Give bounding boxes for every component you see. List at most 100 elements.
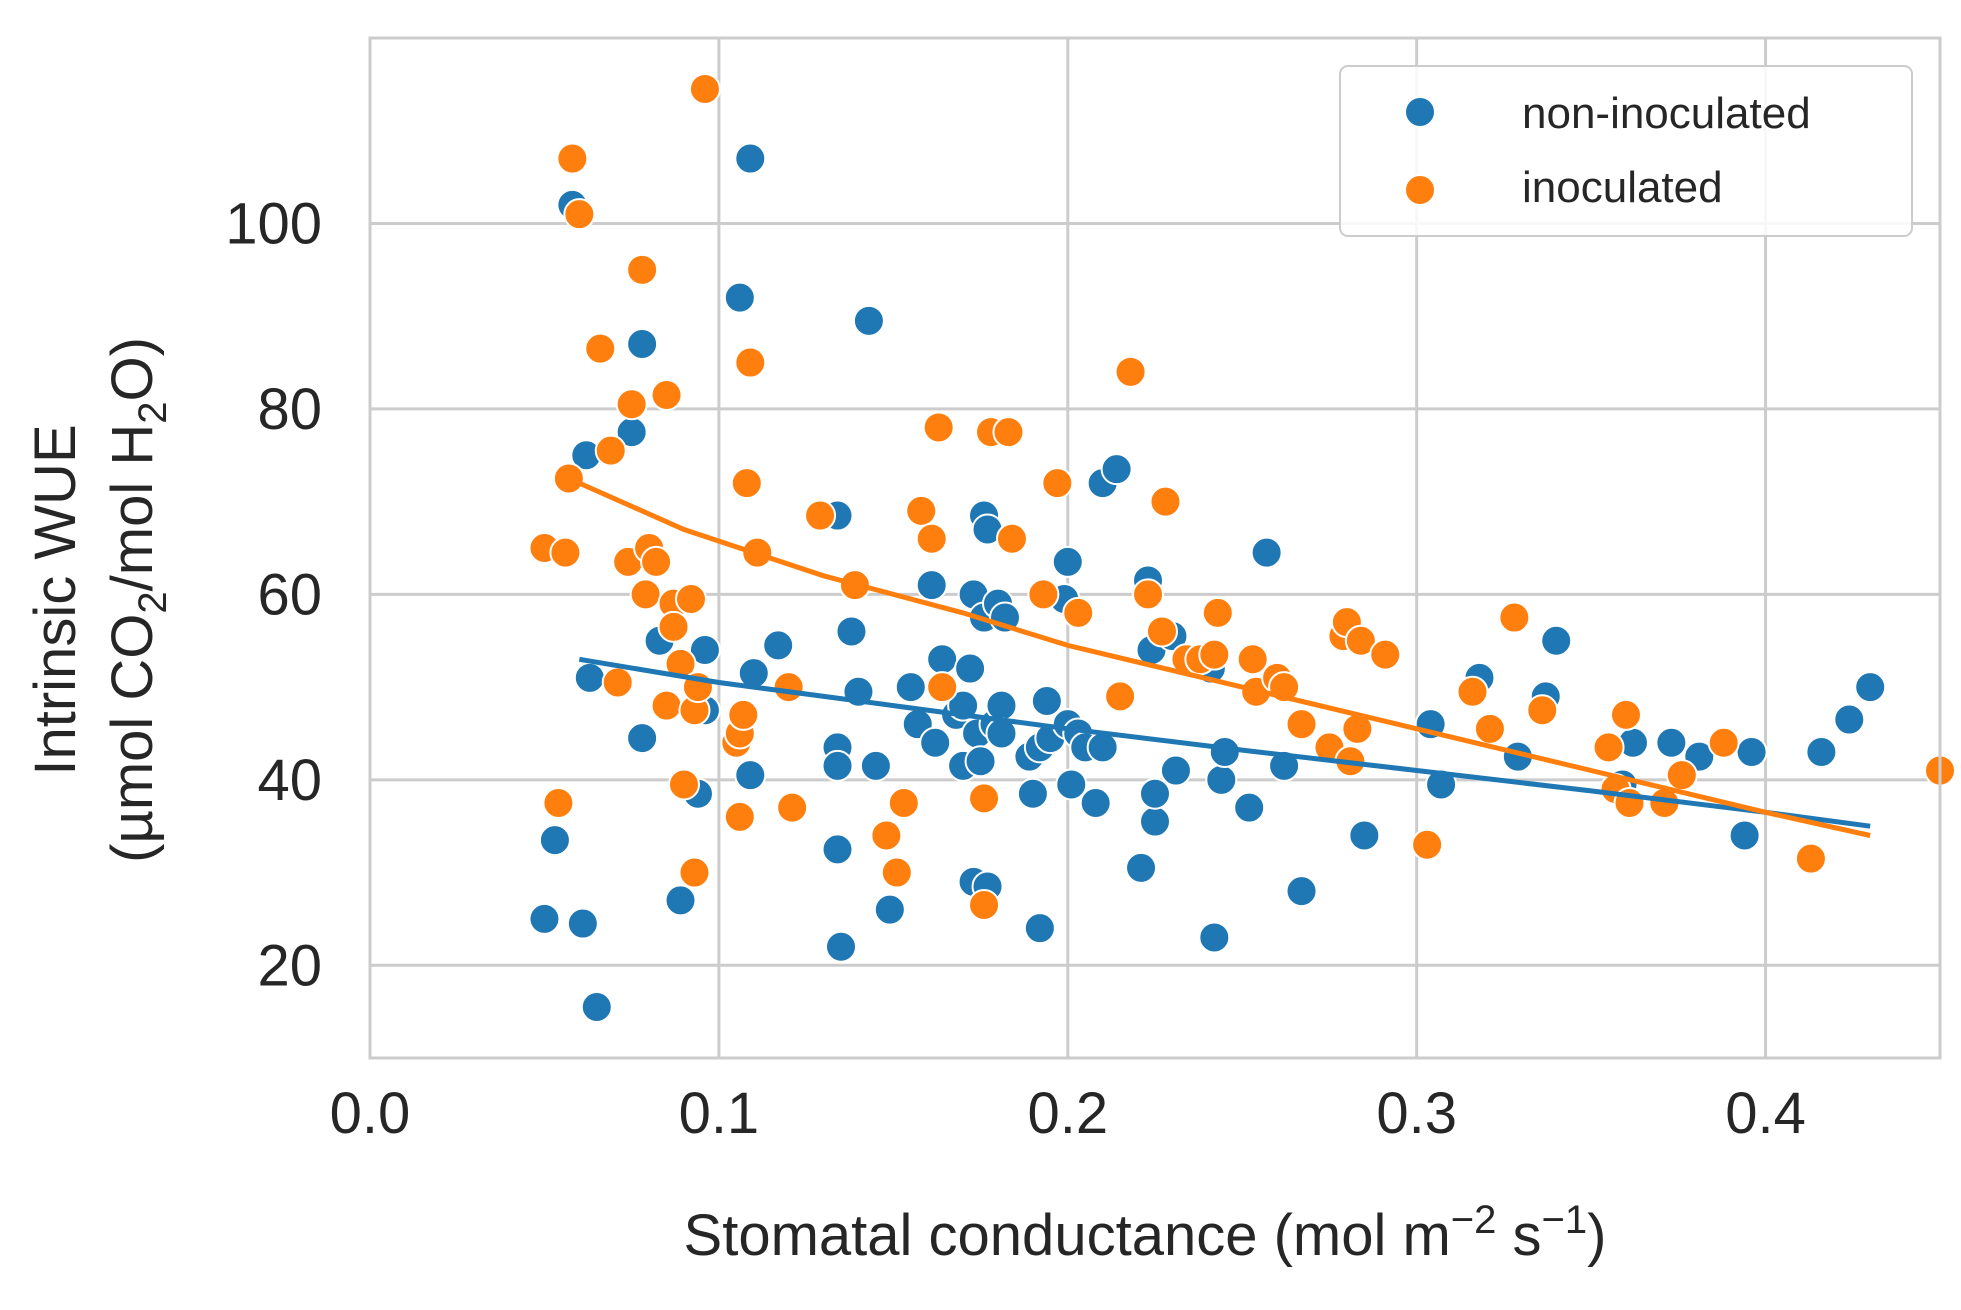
point-non-inoculated — [1233, 791, 1266, 824]
point-non-inoculated — [859, 749, 892, 782]
point-non-inoculated — [1805, 736, 1838, 768]
point-inoculated — [870, 819, 903, 852]
point-inoculated — [1592, 731, 1625, 764]
point-inoculated — [1498, 601, 1531, 634]
point-inoculated — [678, 856, 711, 889]
point-inoculated — [657, 610, 690, 643]
point-non-inoculated — [566, 907, 599, 940]
point-inoculated — [995, 522, 1028, 555]
point-non-inoculated — [538, 824, 571, 857]
point-non-inoculated — [734, 142, 767, 175]
point-inoculated — [668, 768, 700, 801]
point-non-inoculated — [1735, 736, 1768, 768]
point-inoculated — [594, 434, 627, 467]
point-non-inoculated — [894, 671, 927, 704]
point-non-inoculated — [821, 749, 854, 782]
point-inoculated — [804, 499, 837, 532]
x-axis-label: Stomatal conductance (mol m−2 s−1) — [684, 1198, 1607, 1268]
point-non-inoculated — [821, 833, 854, 866]
point-inoculated — [772, 671, 805, 704]
point-inoculated — [1145, 615, 1178, 648]
point-inoculated — [1369, 638, 1402, 671]
point-inoculated — [1201, 596, 1234, 629]
point-non-inoculated — [1159, 754, 1192, 787]
point-inoculated — [776, 791, 809, 824]
point-non-inoculated — [1268, 749, 1301, 782]
point-non-inoculated — [1079, 787, 1112, 819]
trend-lines — [578, 480, 1871, 838]
point-non-inoculated — [1833, 703, 1866, 736]
point-inoculated — [664, 647, 697, 680]
point-non-inoculated — [1655, 726, 1688, 759]
point-non-inoculated — [723, 281, 756, 314]
point-inoculated — [601, 666, 634, 699]
point-non-inoculated — [1348, 819, 1381, 852]
y-tick-label: 20 — [257, 933, 322, 998]
legend: non-inoculated inoculated — [1339, 65, 1913, 237]
point-non-inoculated — [1540, 624, 1573, 657]
point-inoculated — [584, 332, 617, 365]
point-non-inoculated — [1198, 921, 1231, 954]
legend-label-non-inoculated: non-inoculated — [1522, 89, 1811, 138]
point-non-inoculated — [919, 726, 952, 759]
point-inoculated — [968, 889, 1001, 921]
point-non-inoculated — [1100, 453, 1133, 486]
point-non-inoculated — [915, 569, 948, 602]
point-inoculated — [615, 388, 648, 421]
point-inoculated — [650, 689, 683, 722]
point-non-inoculated — [573, 661, 606, 694]
point-non-inoculated — [1208, 736, 1241, 768]
point-inoculated — [1456, 675, 1489, 708]
point-inoculated — [730, 467, 763, 500]
point-inoculated — [552, 462, 585, 495]
point-inoculated — [556, 142, 589, 175]
point-non-inoculated — [1051, 545, 1084, 578]
legend-box — [1339, 65, 1913, 237]
x-tick-label: 0.2 — [1027, 1081, 1108, 1146]
point-non-inoculated — [626, 722, 659, 755]
point-inoculated — [1062, 596, 1095, 629]
y-axis-label: Intrinsic WUE (µmol CO2/mol H2O) — [23, 337, 175, 863]
point-non-inoculated — [825, 930, 857, 963]
point-inoculated — [968, 782, 1001, 815]
x-tick-labels: 0.0 0.1 0.2 0.3 0.4 — [330, 1081, 1806, 1146]
point-inoculated — [626, 253, 659, 286]
point-inoculated — [887, 787, 920, 819]
legend-marker-inoculated — [1404, 174, 1436, 206]
point-inoculated — [1027, 578, 1060, 611]
legend-label-inoculated: inoculated — [1522, 163, 1723, 212]
point-non-inoculated — [664, 884, 697, 917]
y-tick-label: 100 — [225, 191, 322, 256]
point-non-inoculated — [852, 304, 885, 337]
point-inoculated — [1149, 485, 1182, 518]
point-inoculated — [1707, 726, 1740, 759]
point-inoculated — [1236, 643, 1269, 676]
point-inoculated — [1473, 712, 1506, 745]
point-non-inoculated — [580, 991, 613, 1023]
trend-line-inoculated — [578, 480, 1871, 838]
point-inoculated — [992, 416, 1025, 449]
point-inoculated — [674, 583, 707, 615]
point-inoculated — [549, 536, 582, 569]
point-inoculated — [1526, 694, 1559, 727]
point-inoculated — [640, 545, 673, 578]
point-inoculated — [1114, 355, 1147, 388]
point-non-inoculated — [762, 629, 795, 662]
point-non-inoculated — [1055, 768, 1088, 801]
plot-frame — [368, 36, 1942, 1060]
point-non-inoculated — [1250, 536, 1283, 569]
y-tick-labels: 20 40 60 80 100 — [225, 191, 322, 998]
point-non-inoculated — [1016, 777, 1049, 810]
point-non-inoculated — [734, 759, 767, 792]
point-non-inoculated — [1205, 763, 1238, 796]
point-non-inoculated — [1125, 851, 1158, 884]
point-inoculated — [1104, 680, 1137, 713]
scatter-points — [528, 73, 1956, 1023]
point-non-inoculated — [1030, 685, 1063, 717]
point-inoculated — [1665, 759, 1698, 792]
x-tick-label: 0.0 — [330, 1081, 411, 1146]
point-non-inoculated — [1728, 819, 1761, 852]
y-tick-label: 60 — [257, 562, 322, 627]
point-non-inoculated — [1023, 912, 1056, 945]
